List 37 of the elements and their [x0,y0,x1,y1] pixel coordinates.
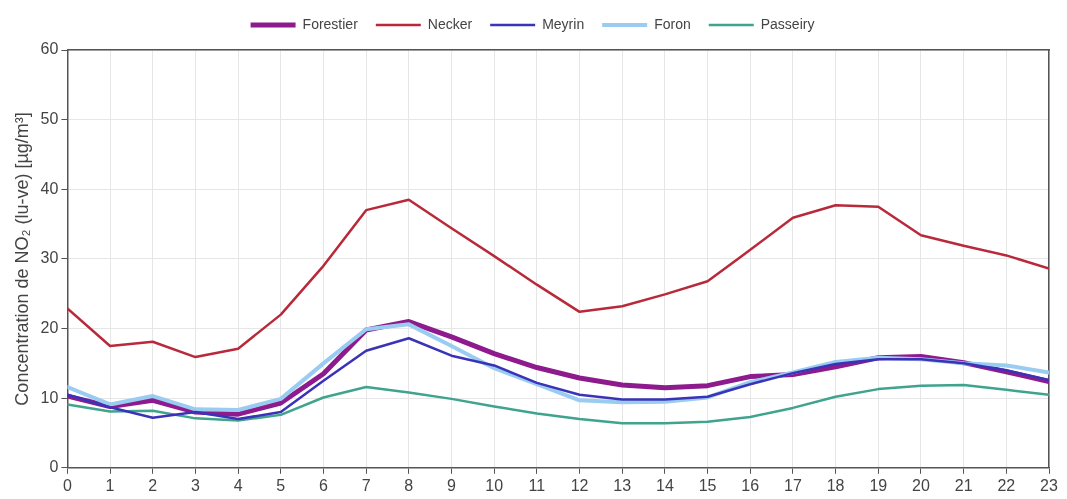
y-tick-label: 0 [49,458,59,476]
x-tick-label: 4 [233,476,243,494]
x-tick-label: 6 [319,476,329,494]
y-tick-label: 30 [40,249,59,267]
y-tick-label: 50 [40,110,59,128]
x-tick-label: 15 [698,476,717,494]
y-tick-label: 20 [40,318,59,336]
legend-label: Forestier [302,15,359,32]
y-tick-label: 10 [40,388,59,406]
x-tick-label: 10 [485,476,504,494]
x-tick-label: 23 [1040,476,1058,494]
x-tick-label: 2 [148,476,158,494]
x-tick-label: 16 [741,476,760,494]
x-tick-label: 7 [361,476,371,494]
x-tick-label: 14 [656,476,674,494]
x-tick-label: 22 [997,476,1016,494]
legend-label: Foron [654,15,691,32]
legend-label: Necker [427,15,473,32]
x-tick-label: 11 [528,476,546,494]
x-tick-label: 17 [784,476,802,494]
x-tick-label: 21 [954,476,973,494]
x-tick-label: 8 [404,476,414,494]
y-tick-label: 60 [40,40,59,58]
x-tick-label: 5 [276,476,286,494]
x-tick-label: 20 [912,476,930,494]
legend-label: Passeiry [760,15,815,32]
x-tick-label: 18 [826,476,845,494]
x-tick-label: 1 [105,476,115,494]
x-tick-label: 0 [62,476,72,494]
y-axis-title: Concentration de NO₂ (lu-ve) [µg/m³] [11,112,32,406]
legend-label: Meyrin [542,15,585,32]
x-tick-label: 9 [447,476,457,494]
x-tick-label: 13 [613,476,632,494]
x-tick-label: 12 [570,476,589,494]
x-tick-label: 19 [869,476,888,494]
x-tick-label: 3 [190,476,200,494]
y-tick-label: 40 [40,179,59,197]
